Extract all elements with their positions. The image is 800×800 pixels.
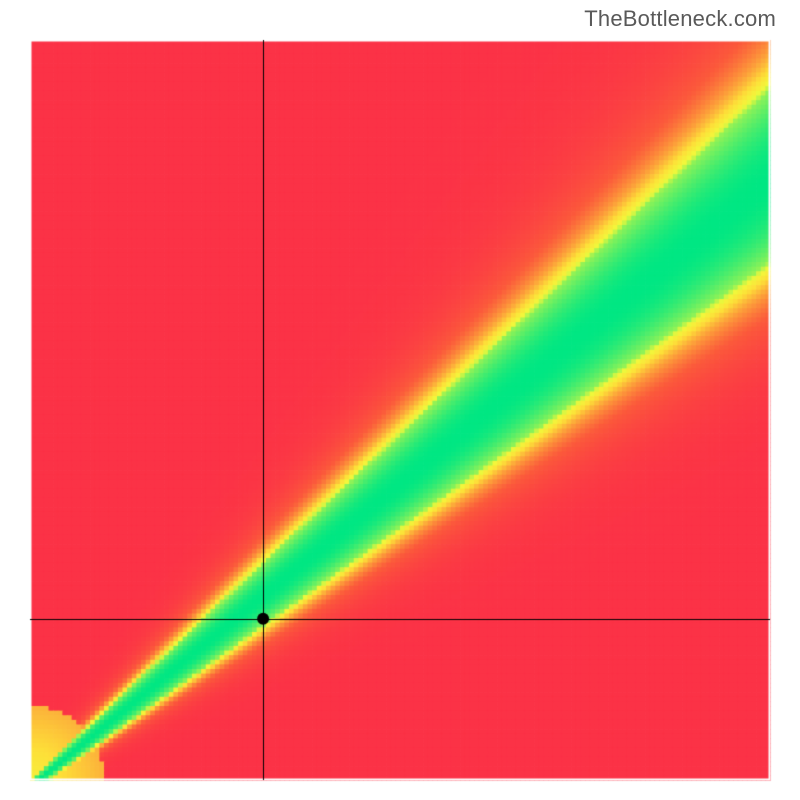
attribution-text: TheBottleneck.com (584, 6, 776, 32)
bottleneck-heatmap (0, 0, 800, 800)
